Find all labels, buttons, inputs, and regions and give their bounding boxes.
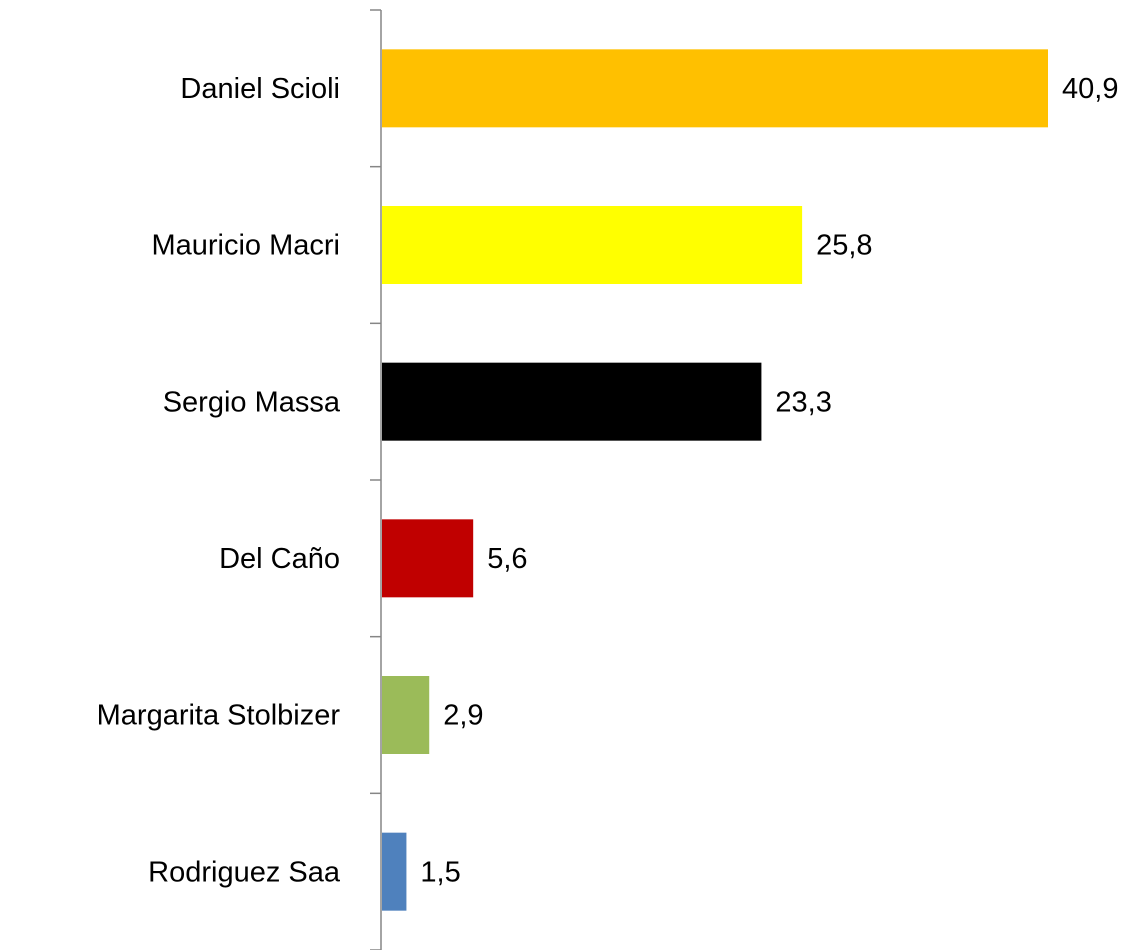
bar — [382, 832, 407, 911]
category-label: Sergio Massa — [163, 386, 341, 418]
bar — [382, 362, 762, 441]
value-label: 23,3 — [775, 386, 831, 418]
bar — [382, 676, 430, 754]
bar — [382, 519, 474, 598]
value-label: 25,8 — [816, 230, 872, 262]
value-label: 5,6 — [487, 543, 527, 575]
category-label: Mauricio Macri — [151, 230, 340, 262]
category-label: Del Caño — [219, 543, 340, 575]
value-label: 1,5 — [420, 856, 460, 888]
category-label: Daniel Scioli — [180, 73, 340, 105]
value-label: 40,9 — [1062, 73, 1118, 105]
category-label: Rodriguez Saa — [148, 856, 341, 888]
bar — [382, 206, 803, 284]
bar — [382, 49, 1048, 128]
category-label: Margarita Stolbizer — [97, 700, 341, 732]
value-label: 2,9 — [443, 700, 483, 732]
